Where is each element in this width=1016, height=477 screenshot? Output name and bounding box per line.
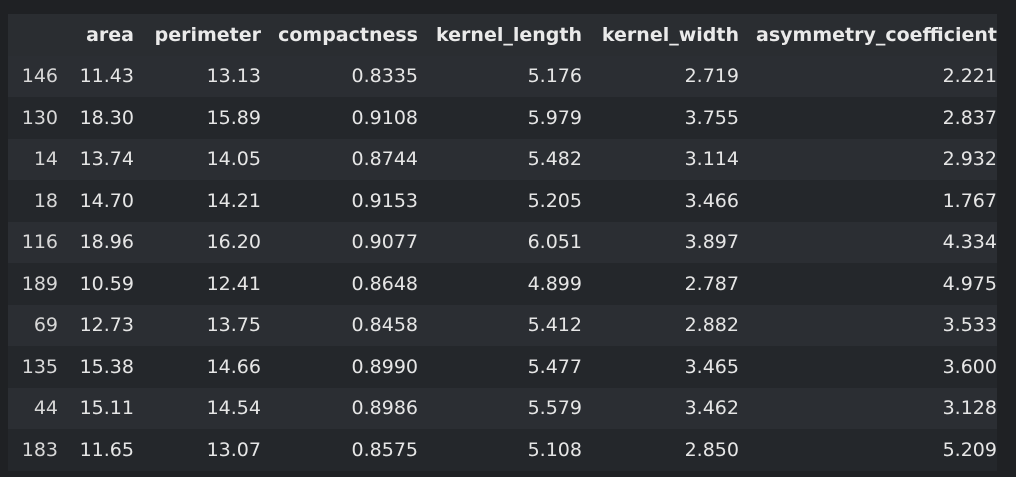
cell-kernel-width: 2.787: [582, 263, 739, 305]
cell-asymmetry-coefficient: 3.533: [739, 304, 997, 346]
table-body: 146 11.43 13.13 0.8335 5.176 2.719 2.221 130 18.…: [8, 55, 997, 471]
cell-perimeter: 14.05: [134, 138, 261, 180]
cell-area: 10.59: [58, 263, 134, 305]
cell-kernel-width: 3.462: [582, 387, 739, 429]
cell-kernel-width: 3.755: [582, 97, 739, 139]
cell-asymmetry-coefficient: 2.837: [739, 97, 997, 139]
table-row: 44 15.11 14.54 0.8986 5.579 3.462 3.128: [8, 387, 997, 429]
row-index: 18: [8, 180, 58, 222]
table-row: 146 11.43 13.13 0.8335 5.176 2.719 2.221: [8, 55, 997, 97]
cell-asymmetry-coefficient: 3.128: [739, 387, 997, 429]
cell-compactness: 0.8990: [261, 346, 418, 388]
cell-kernel-length: 5.579: [418, 387, 582, 429]
cell-kernel-length: 5.482: [418, 138, 582, 180]
cell-area: 18.96: [58, 221, 134, 263]
cell-asymmetry-coefficient: 2.932: [739, 138, 997, 180]
cell-kernel-width: 3.897: [582, 221, 739, 263]
header-row: area perimeter compactness kernel_length ker…: [8, 14, 997, 56]
column-header-kernel-length: kernel_length: [418, 14, 582, 56]
cell-kernel-length: 5.412: [418, 304, 582, 346]
table-row: 135 15.38 14.66 0.8990 5.477 3.465 3.600: [8, 346, 997, 388]
column-header-perimeter: perimeter: [134, 14, 261, 56]
cell-area: 18.30: [58, 97, 134, 139]
cell-area: 13.74: [58, 138, 134, 180]
cell-asymmetry-coefficient: 4.975: [739, 263, 997, 305]
cell-perimeter: 12.41: [134, 263, 261, 305]
cell-compactness: 0.8648: [261, 263, 418, 305]
cell-asymmetry-coefficient: 5.209: [739, 429, 997, 471]
row-index: 146: [8, 55, 58, 97]
cell-compactness: 0.8335: [261, 55, 418, 97]
cell-area: 12.73: [58, 304, 134, 346]
column-header-compactness: compactness: [261, 14, 418, 56]
cell-perimeter: 13.13: [134, 55, 261, 97]
column-header-area: area: [58, 14, 134, 56]
cell-kernel-width: 2.719: [582, 55, 739, 97]
table-header: area perimeter compactness kernel_length ker…: [8, 14, 997, 56]
cell-compactness: 0.9077: [261, 221, 418, 263]
cell-compactness: 0.8744: [261, 138, 418, 180]
cell-kernel-length: 5.477: [418, 346, 582, 388]
cell-perimeter: 16.20: [134, 221, 261, 263]
cell-area: 15.38: [58, 346, 134, 388]
cell-asymmetry-coefficient: 4.334: [739, 221, 997, 263]
table-row: 18 14.70 14.21 0.9153 5.205 3.466 1.767: [8, 180, 997, 222]
cell-area: 11.43: [58, 55, 134, 97]
cell-kernel-length: 5.979: [418, 97, 582, 139]
table-row: 189 10.59 12.41 0.8648 4.899 2.787 4.975: [8, 263, 997, 305]
cell-compactness: 0.8575: [261, 429, 418, 471]
cell-perimeter: 14.66: [134, 346, 261, 388]
table-row: 69 12.73 13.75 0.8458 5.412 2.882 3.533: [8, 304, 997, 346]
cell-asymmetry-coefficient: 3.600: [739, 346, 997, 388]
cell-compactness: 0.8986: [261, 387, 418, 429]
cell-perimeter: 14.21: [134, 180, 261, 222]
cell-kernel-length: 5.205: [418, 180, 582, 222]
row-index: 130: [8, 97, 58, 139]
column-header-kernel-width: kernel_width: [582, 14, 739, 56]
cell-kernel-length: 4.899: [418, 263, 582, 305]
row-index: 116: [8, 221, 58, 263]
row-index: 189: [8, 263, 58, 305]
row-index: 14: [8, 138, 58, 180]
index-header: [8, 14, 58, 56]
cell-kernel-length: 5.176: [418, 55, 582, 97]
row-index: 69: [8, 304, 58, 346]
row-index: 183: [8, 429, 58, 471]
cell-perimeter: 14.54: [134, 387, 261, 429]
cell-kernel-width: 2.850: [582, 429, 739, 471]
dataframe-table: area perimeter compactness kernel_length ker…: [8, 14, 997, 471]
table-row: 183 11.65 13.07 0.8575 5.108 2.850 5.209: [8, 429, 997, 471]
cell-kernel-width: 2.882: [582, 304, 739, 346]
row-index: 44: [8, 387, 58, 429]
cell-kernel-length: 5.108: [418, 429, 582, 471]
cell-kernel-width: 3.466: [582, 180, 739, 222]
cell-area: 14.70: [58, 180, 134, 222]
cell-area: 15.11: [58, 387, 134, 429]
cell-compactness: 0.9108: [261, 97, 418, 139]
cell-compactness: 0.8458: [261, 304, 418, 346]
table-row: 116 18.96 16.20 0.9077 6.051 3.897 4.334: [8, 221, 997, 263]
table-row: 130 18.30 15.89 0.9108 5.979 3.755 2.837: [8, 97, 997, 139]
row-index: 135: [8, 346, 58, 388]
table-row: 14 13.74 14.05 0.8744 5.482 3.114 2.932: [8, 138, 997, 180]
cell-perimeter: 13.75: [134, 304, 261, 346]
cell-perimeter: 13.07: [134, 429, 261, 471]
cell-kernel-length: 6.051: [418, 221, 582, 263]
cell-kernel-width: 3.465: [582, 346, 739, 388]
cell-perimeter: 15.89: [134, 97, 261, 139]
cell-area: 11.65: [58, 429, 134, 471]
column-header-asymmetry-coefficient: asymmetry_coefficient: [739, 14, 997, 56]
cell-compactness: 0.9153: [261, 180, 418, 222]
cell-asymmetry-coefficient: 1.767: [739, 180, 997, 222]
cell-asymmetry-coefficient: 2.221: [739, 55, 997, 97]
cell-kernel-width: 3.114: [582, 138, 739, 180]
